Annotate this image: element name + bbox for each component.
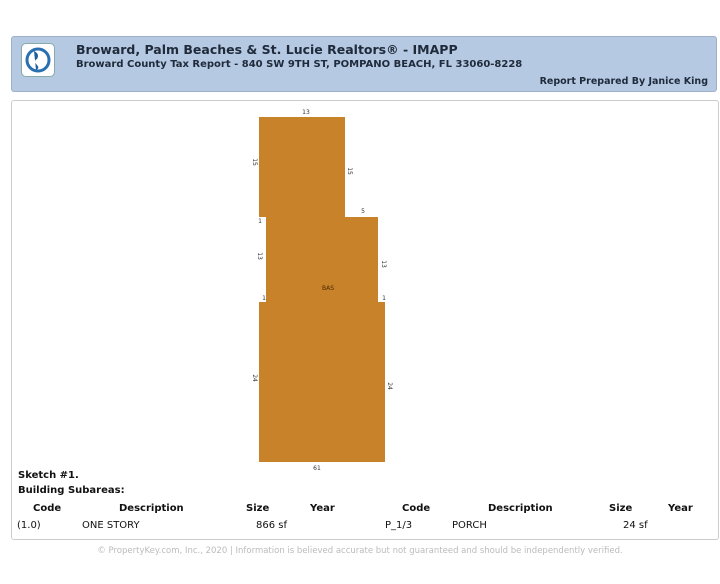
dim-left-upper: 15: [251, 158, 258, 166]
col-year-2: Year: [668, 503, 693, 514]
header-subtitle: Broward County Tax Report - 840 SW 9TH S…: [76, 59, 523, 70]
globe-icon: [21, 43, 55, 77]
report-header: Broward, Palm Beaches & St. Lucie Realto…: [11, 36, 717, 92]
cell-code-2: P_1/3: [385, 520, 413, 531]
dim-left-step: 1: [258, 218, 262, 225]
col-description-2: Description: [488, 503, 553, 514]
col-year: Year: [310, 503, 335, 514]
col-size-2: Size: [609, 503, 633, 514]
dim-left-notch: 1: [262, 295, 266, 302]
header-title: Broward, Palm Beaches & St. Lucie Realto…: [76, 42, 458, 57]
dim-right-mid: 13: [380, 260, 387, 268]
dim-left-mid: 13: [256, 252, 263, 260]
subareas-label: Building Subareas:: [18, 485, 125, 496]
sketch-title: Sketch #1.: [18, 470, 79, 481]
col-description: Description: [119, 503, 184, 514]
dim-top: 13: [302, 109, 310, 116]
prepared-by: Report Prepared By Janice King: [539, 76, 708, 87]
area-label: BAS: [322, 285, 334, 292]
cell-size: 866 sf: [256, 520, 287, 531]
col-size: Size: [246, 503, 270, 514]
dim-right-lower: 24: [386, 382, 393, 390]
cell-description-2: PORCH: [452, 520, 487, 531]
cell-size-2: 24 sf: [623, 520, 648, 531]
dim-bottom: 61: [313, 465, 321, 472]
sketch-area-bas: [259, 117, 385, 462]
footer-disclaimer: © PropertyKey.com, Inc., 2020 | Informat…: [97, 546, 623, 556]
cell-code: (1.0): [17, 520, 41, 531]
cell-description: ONE STORY: [82, 520, 140, 531]
dim-right-notch: 1: [382, 295, 386, 302]
col-code: Code: [33, 503, 62, 514]
col-code-2: Code: [402, 503, 431, 514]
dim-left-lower: 24: [251, 374, 258, 382]
dim-right-upper: 15: [346, 167, 353, 175]
dim-step-top: 5: [361, 208, 365, 215]
